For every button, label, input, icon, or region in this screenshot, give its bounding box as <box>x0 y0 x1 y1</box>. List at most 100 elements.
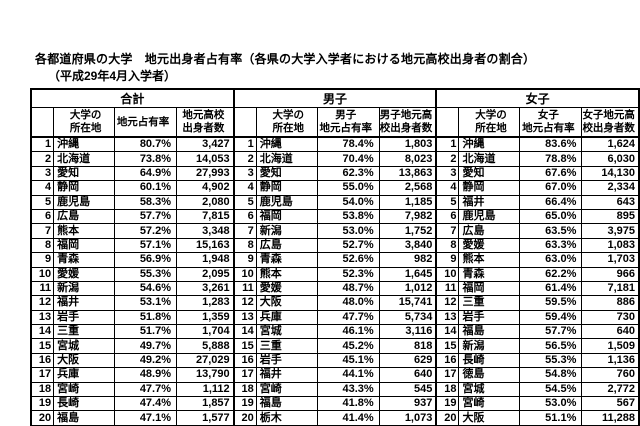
table-row: 4 静岡 55.0% 2,568 <box>233 180 437 196</box>
table-row: 6 鹿児島 65.0% 895 <box>435 208 640 225</box>
group-header: 合計 <box>30 88 235 108</box>
table-row: 5 福井 66.4% 643 <box>435 194 640 210</box>
rank-cell: 9 <box>233 252 257 268</box>
share-cell: 47.4% <box>114 396 178 412</box>
count-cell: 4,902 <box>176 180 235 196</box>
share-cell: 63.0% <box>519 252 583 268</box>
rank-cell: 16 <box>233 352 257 369</box>
table-row: 4 静岡 67.0% 2,334 <box>435 180 640 196</box>
table-row: 9 熊本 63.0% 1,703 <box>435 252 640 268</box>
prefecture-cell: 徳島 <box>458 367 521 383</box>
prefecture-cell: 福島 <box>255 396 318 412</box>
rank-cell: 4 <box>30 180 55 196</box>
rank-cell: 8 <box>30 237 55 254</box>
count-cell: 7,982 <box>378 208 437 225</box>
prefecture-cell: 青森 <box>53 252 116 268</box>
table-row: 7 広島 63.5% 3,975 <box>435 223 640 239</box>
rank-cell: 4 <box>435 180 460 196</box>
count-cell: 8,023 <box>378 151 437 167</box>
share-cell: 56.5% <box>519 338 583 354</box>
share-cell: 63.5% <box>519 223 583 239</box>
table-row: 16 大阪 49.2% 27,029 <box>30 352 235 369</box>
share-cell: 57.7% <box>519 324 583 340</box>
count-cell: 1,645 <box>378 266 437 282</box>
share-cell: 62.3% <box>316 165 380 182</box>
prefecture-cell: 三重 <box>53 324 116 340</box>
prefecture-cell: 大阪 <box>53 352 116 369</box>
column-header <box>435 107 460 138</box>
share-cell: 51.1% <box>519 410 583 426</box>
count-cell: 15,163 <box>176 237 235 254</box>
table-row: 14 三重 51.7% 1,704 <box>30 324 235 340</box>
prefecture-cell: 北海道 <box>53 151 116 167</box>
count-cell: 2,080 <box>176 194 235 210</box>
count-cell: 14,130 <box>581 165 640 182</box>
ranking-table: 合計 大学の 所在地 地元占有率 地元高校 出身者数 1 沖縄 80.7% 3,427 2 北海道… <box>30 88 640 426</box>
share-cell: 56.9% <box>114 252 178 268</box>
share-cell: 48.7% <box>316 280 380 297</box>
prefecture-cell: 新潟 <box>255 223 318 239</box>
share-cell: 64.9% <box>114 165 178 182</box>
table-row: 11 新潟 54.6% 3,261 <box>30 280 235 297</box>
count-cell: 2,095 <box>176 266 235 282</box>
share-cell: 78.8% <box>519 151 583 167</box>
rank-cell: 18 <box>30 381 55 398</box>
rank-cell: 17 <box>435 367 460 383</box>
share-cell: 46.1% <box>316 324 380 340</box>
share-cell: 54.6% <box>114 280 178 297</box>
prefecture-cell: 福井 <box>255 367 318 383</box>
table-row: 6 福岡 53.8% 7,982 <box>233 208 437 225</box>
share-cell: 54.0% <box>316 194 380 210</box>
table-row: 14 宮城 46.1% 3,116 <box>233 324 437 340</box>
share-cell: 83.6% <box>519 136 583 153</box>
share-cell: 63.3% <box>519 237 583 254</box>
prefecture-cell: 福島 <box>458 324 521 340</box>
prefecture-cell: 宮崎 <box>255 381 318 398</box>
count-cell: 1,185 <box>378 194 437 210</box>
count-cell: 2,334 <box>581 180 640 196</box>
count-cell: 895 <box>581 208 640 225</box>
table-row: 3 愛知 67.6% 14,130 <box>435 165 640 182</box>
prefecture-cell: 宮城 <box>255 324 318 340</box>
column-header <box>233 107 257 138</box>
table-row: 13 岩手 51.8% 1,359 <box>30 309 235 326</box>
page-title: 各都道府県の大学 地元出身者占有率（各県の大学入学者における地元高校出身者の割合… <box>35 52 536 66</box>
table-row: 12 福井 53.1% 1,283 <box>30 295 235 311</box>
share-cell: 52.3% <box>316 266 380 282</box>
prefecture-cell: 三重 <box>458 295 521 311</box>
prefecture-cell: 沖縄 <box>53 136 116 153</box>
table-row: 1 沖縄 78.4% 1,803 <box>233 136 437 153</box>
table-row: 2 北海道 78.8% 6,030 <box>435 151 640 167</box>
share-cell: 58.3% <box>114 194 178 210</box>
table-row: 10 愛媛 55.3% 2,095 <box>30 266 235 282</box>
count-cell: 7,815 <box>176 208 235 225</box>
rank-cell: 2 <box>435 151 460 167</box>
count-cell: 13,790 <box>176 367 235 383</box>
count-cell: 730 <box>581 309 640 326</box>
table-row: 18 宮崎 47.7% 1,112 <box>30 381 235 398</box>
table-row: 13 兵庫 47.7% 5,734 <box>233 309 437 326</box>
table-row: 5 鹿児島 58.3% 2,080 <box>30 194 235 210</box>
rank-cell: 10 <box>233 266 257 282</box>
rank-cell: 14 <box>233 324 257 340</box>
count-cell: 1,948 <box>176 252 235 268</box>
prefecture-cell: 広島 <box>458 223 521 239</box>
prefecture-cell: 三重 <box>255 338 318 354</box>
prefecture-cell: 福島 <box>53 410 116 426</box>
table-row: 8 広島 52.7% 3,840 <box>233 237 437 254</box>
rank-cell: 18 <box>435 381 460 398</box>
prefecture-cell: 鹿児島 <box>458 208 521 225</box>
table-row: 8 愛媛 63.3% 1,083 <box>435 237 640 254</box>
prefecture-cell: 北海道 <box>255 151 318 167</box>
rank-cell: 15 <box>30 338 55 354</box>
prefecture-cell: 熊本 <box>53 223 116 239</box>
prefecture-cell: 大阪 <box>255 295 318 311</box>
count-cell: 886 <box>581 295 640 311</box>
prefecture-cell: 青森 <box>458 266 521 282</box>
share-cell: 73.8% <box>114 151 178 167</box>
count-cell: 640 <box>378 367 437 383</box>
table-row: 19 宮崎 53.0% 567 <box>435 396 640 412</box>
prefecture-cell: 宮崎 <box>458 396 521 412</box>
table-row: 4 静岡 60.1% 4,902 <box>30 180 235 196</box>
prefecture-cell: 愛知 <box>53 165 116 182</box>
